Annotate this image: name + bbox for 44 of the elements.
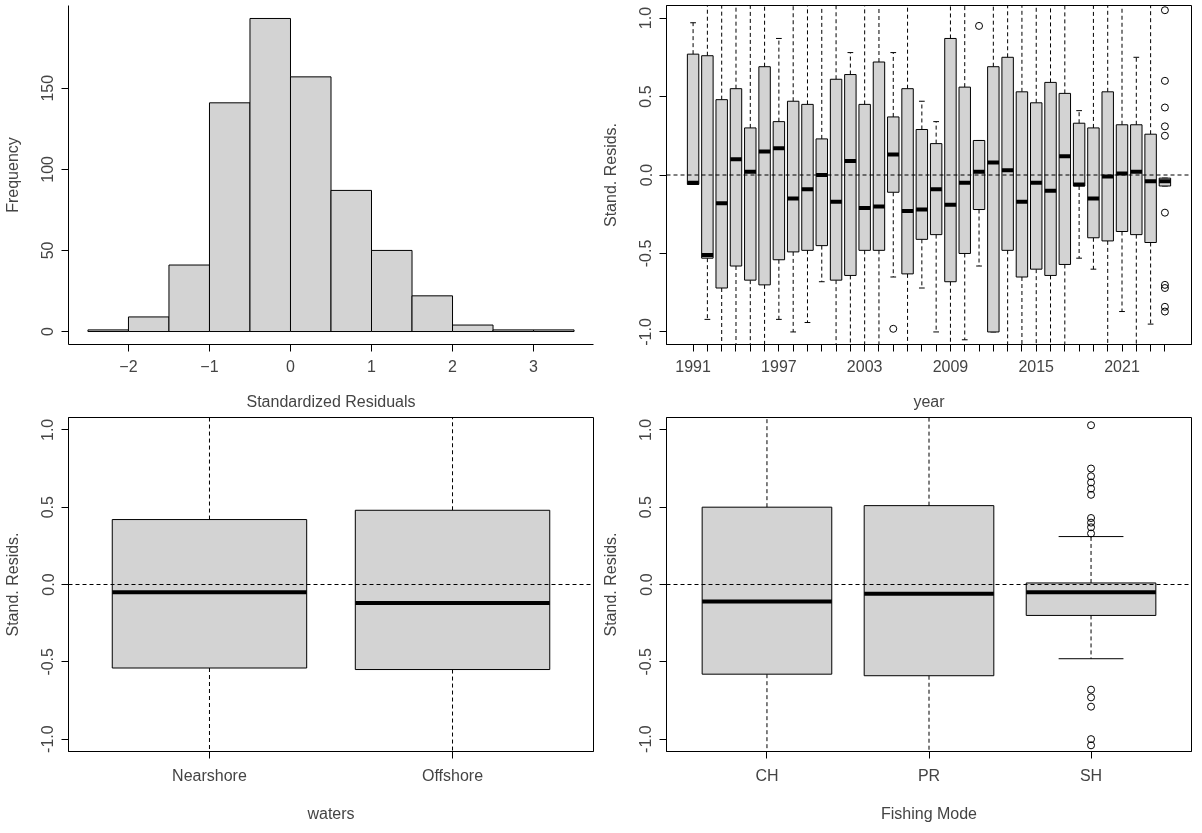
x-axis-title: waters bbox=[306, 804, 355, 822]
x-tick-label: 1 bbox=[367, 357, 377, 375]
y-axis-title: Stand. Resids. bbox=[3, 532, 21, 637]
x-tick-label: −2 bbox=[119, 357, 138, 375]
x-tick-label: Offshore bbox=[421, 766, 484, 784]
y-tick-label: 1.0 bbox=[637, 6, 655, 30]
y-tick-label: 0.5 bbox=[637, 495, 655, 519]
x-tick-label: 1991 bbox=[675, 357, 711, 375]
x-tick-label: CH bbox=[755, 766, 779, 784]
y-axis-title: Frequency bbox=[3, 137, 21, 213]
y-tick-label: -1.0 bbox=[637, 318, 655, 346]
x-tick-label: −1 bbox=[200, 357, 219, 375]
x-tick-label: 2015 bbox=[1018, 357, 1055, 375]
y-tick-label: 0.0 bbox=[637, 573, 655, 596]
y-tick-label: -0.5 bbox=[39, 647, 57, 676]
y-tick-label: -0.5 bbox=[637, 239, 655, 268]
y-axis-title: Stand. Resids. bbox=[601, 532, 619, 637]
y-tick-label: 0.5 bbox=[637, 85, 655, 108]
y-tick-label: 0 bbox=[39, 326, 57, 336]
y-tick-label: 0.0 bbox=[637, 163, 655, 187]
x-axis-title: Fishing Mode bbox=[880, 804, 978, 822]
x-tick-label: 0 bbox=[286, 357, 296, 375]
y-tick-label: 150 bbox=[39, 74, 57, 102]
x-axis-title: year bbox=[913, 392, 946, 410]
y-tick-label: 0.0 bbox=[39, 573, 57, 596]
y-tick-label: -1.0 bbox=[39, 725, 57, 753]
y-tick-label: 100 bbox=[39, 155, 57, 183]
x-tick-label: Nearshore bbox=[172, 766, 247, 784]
x-tick-label: 1997 bbox=[761, 357, 797, 375]
x-tick-label: 2021 bbox=[1104, 357, 1140, 375]
x-tick-label: PR bbox=[917, 766, 941, 784]
x-tick-label: 2 bbox=[448, 357, 458, 375]
x-axis-title: Standardized Residuals bbox=[246, 392, 416, 410]
y-axis-title: Stand. Resids. bbox=[601, 122, 619, 228]
y-tick-label: 0.5 bbox=[39, 495, 57, 519]
y-tick-label: -1.0 bbox=[637, 725, 655, 753]
y-tick-label: 1.0 bbox=[39, 418, 57, 441]
y-tick-label: -0.5 bbox=[637, 647, 655, 676]
y-tick-label: 1.0 bbox=[637, 418, 655, 441]
y-tick-label: 50 bbox=[39, 241, 57, 260]
x-tick-label: 3 bbox=[529, 357, 539, 375]
x-tick-label: 2003 bbox=[846, 357, 883, 375]
x-tick-label: SH bbox=[1079, 766, 1103, 784]
x-tick-label: 2009 bbox=[932, 357, 969, 375]
